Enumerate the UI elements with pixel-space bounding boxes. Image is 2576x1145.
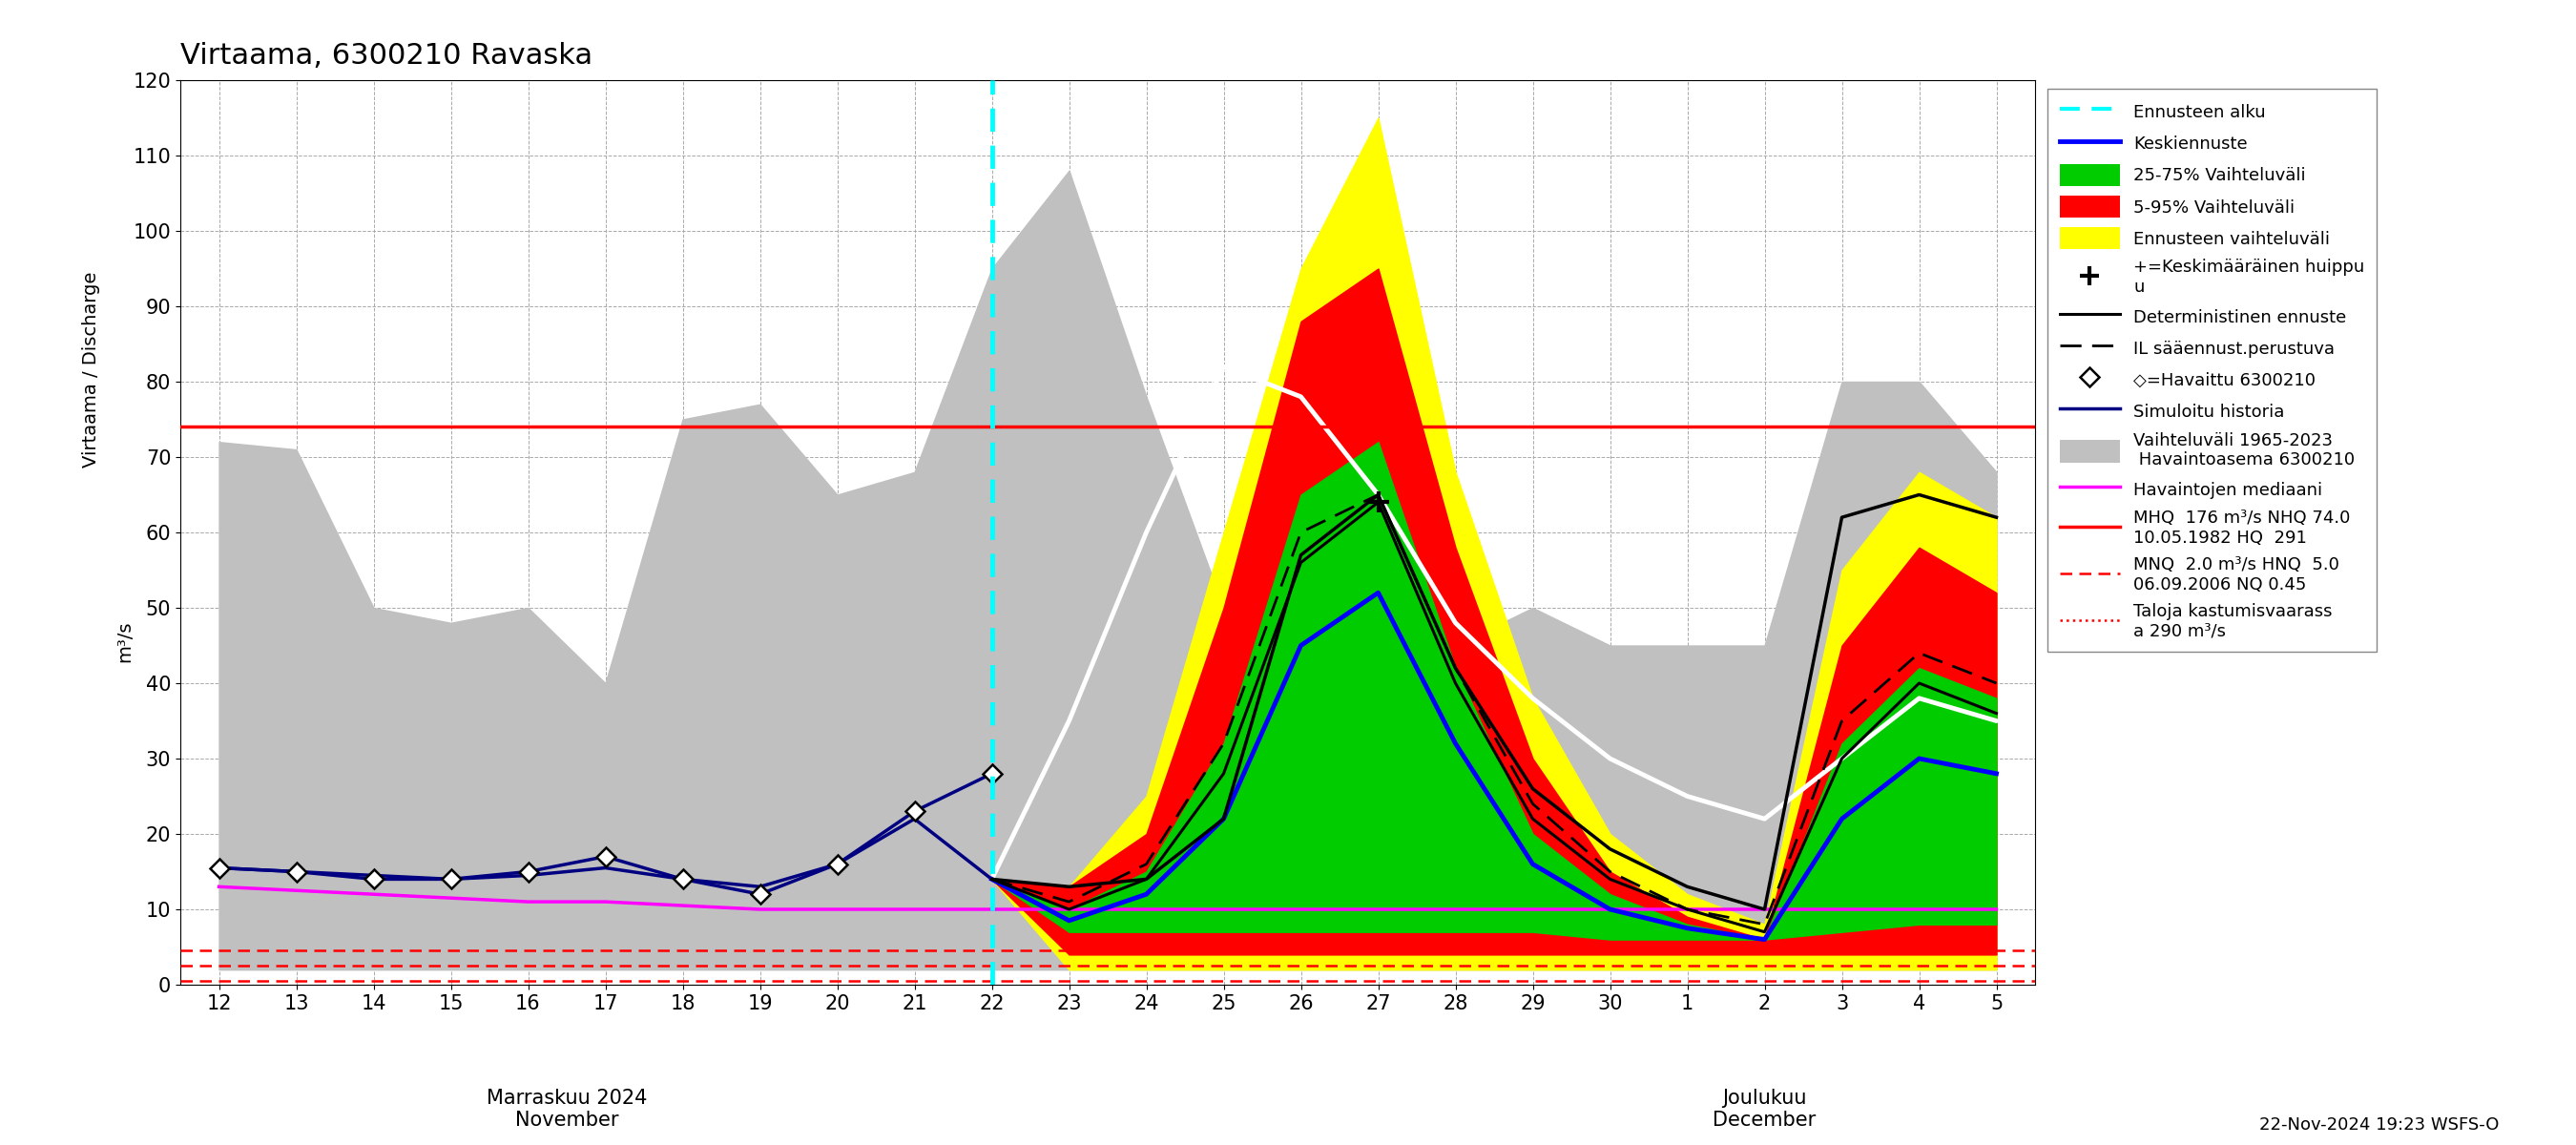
Text: Virtaama / Discharge: Virtaama / Discharge bbox=[82, 271, 100, 467]
Text: Virtaama, 6300210 Ravaska: Virtaama, 6300210 Ravaska bbox=[180, 42, 592, 70]
Text: m³/s: m³/s bbox=[116, 621, 134, 662]
Text: 22-Nov-2024 19:23 WSFS-O: 22-Nov-2024 19:23 WSFS-O bbox=[2259, 1116, 2499, 1134]
Text: Joulukuu
December: Joulukuu December bbox=[1713, 1089, 1816, 1130]
Legend: Ennusteen alku, Keskiennuste, 25-75% Vaihteluväli, 5-95% Vaihteluväli, Ennusteen: Ennusteen alku, Keskiennuste, 25-75% Vai… bbox=[2048, 89, 2378, 652]
Text: Marraskuu 2024
November: Marraskuu 2024 November bbox=[487, 1089, 647, 1130]
